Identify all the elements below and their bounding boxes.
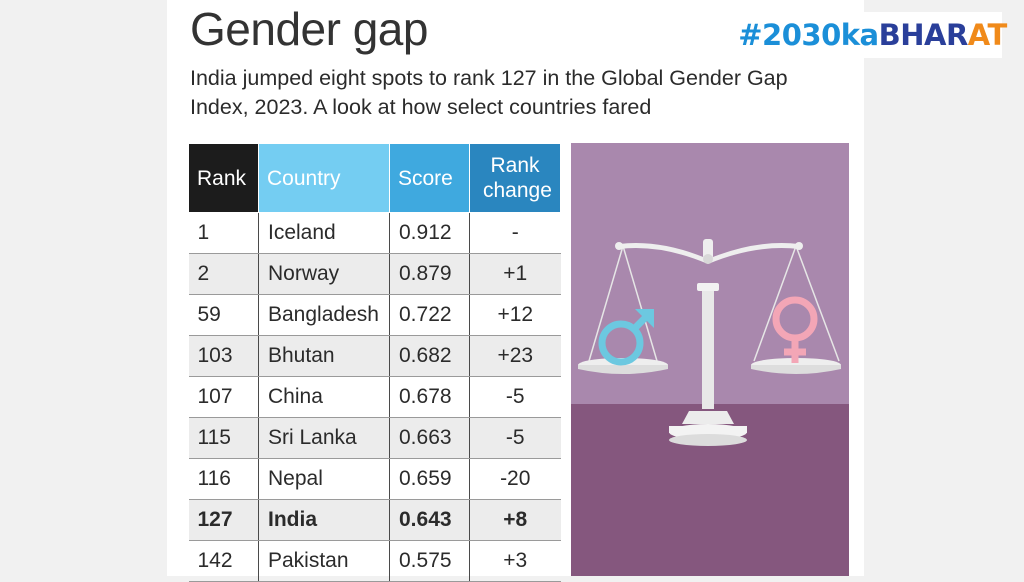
rank-cell: 115 [188,417,259,459]
table-row: 127 India 0.643 +8 [188,499,561,541]
country-cell: China [258,376,390,418]
column-header-rank: Rank [188,143,259,213]
score-cell: 0.663 [389,417,470,459]
rank-change-cell: -5 [469,417,561,459]
table-row: 59 Bangladesh 0.722 +12 [188,294,561,336]
country-cell: Nepal [258,458,390,500]
score-cell: 0.575 [389,540,470,582]
table-row: 142 Pakistan 0.575 +3 [188,540,561,582]
table-row: 115 Sri Lanka 0.663 -5 [188,417,561,459]
column-header-rank-change: Rank change [469,143,561,213]
table-body: 1 Iceland 0.912-2 Norway 0.879 +1 59 Bangladesh… [188,212,561,582]
rank-cell: 142 [188,540,259,582]
hashtag-part-1: #2030ka [738,18,879,52]
country-cell: Iceland [258,212,390,254]
subtitle: India jumped eight spots to rank 127 in … [190,66,788,119]
country-cell: Bangladesh [258,294,390,336]
score-cell: 0.722 [389,294,470,336]
rank-cell: 59 [188,294,259,336]
column-header-country: Country [258,143,390,213]
rank-change-cell: +12 [469,294,561,336]
rank-change-cell: +3 [469,540,561,582]
table-header-row: Rank Country Score Rank change [188,143,561,213]
table-row: 116 Nepal 0.659 -20 [188,458,561,500]
table-row: 103 Bhutan 0.682 +23 [188,335,561,377]
rank-change-cell: - [469,212,561,254]
page-title: Gender gap [190,3,428,55]
rank-change-cell: +1 [469,253,561,295]
gender-equality-illustration [571,143,849,576]
score-cell: 0.659 [389,458,470,500]
rank-cell: 1 [188,212,259,254]
country-cell: Norway [258,253,390,295]
score-cell: 0.682 [389,335,470,377]
table-row: 1 Iceland 0.912- [188,212,561,254]
balance-scale-icon [578,239,841,446]
score-cell: 0.678 [389,376,470,418]
score-cell: 0.912 [389,212,470,254]
rank-cell: 2 [188,253,259,295]
rank-change-cell: -5 [469,376,561,418]
rank-change-cell: +23 [469,335,561,377]
table-row: 2 Norway 0.879 +1 [188,253,561,295]
country-cell: Sri Lanka [258,417,390,459]
hashtag-part-3: AT [967,18,1007,52]
table-row: 107 China 0.678 -5 [188,376,561,418]
rank-cell: 116 [188,458,259,500]
country-cell: Bhutan [258,335,390,377]
rank-cell: 107 [188,376,259,418]
country-cell: India [258,499,390,541]
rank-change-header-label: Rank change [483,154,552,202]
hashtag-logo: #2030ka BHAR AT [738,12,1007,58]
gender-gap-table: Rank Country Score Rank change 1 Iceland 0… [188,143,561,582]
male-symbol-icon [598,309,654,366]
hashtag-part-2: BHAR [878,18,969,52]
country-cell: Pakistan [258,540,390,582]
column-header-score: Score [389,143,470,213]
score-cell: 0.879 [389,253,470,295]
rank-change-cell: +8 [469,499,561,541]
rank-cell: 127 [188,499,259,541]
score-cell: 0.643 [389,499,470,541]
rank-change-cell: -20 [469,458,561,500]
female-symbol-icon [772,296,818,363]
rank-cell: 103 [188,335,259,377]
